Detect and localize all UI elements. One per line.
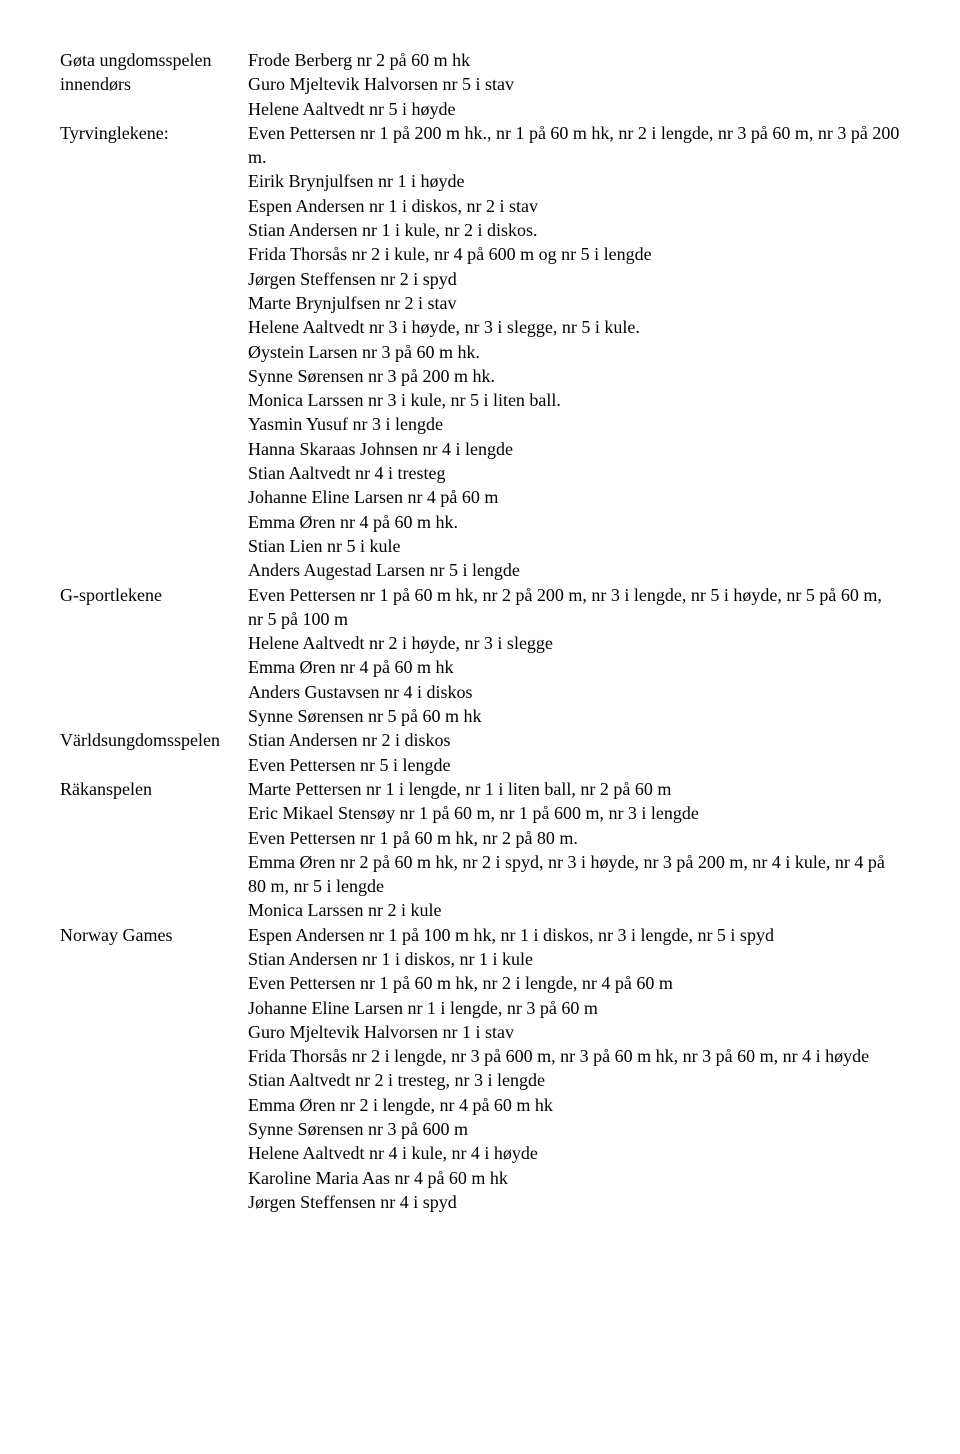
section-row: Norway GamesEspen Andersen nr 1 på 100 m… <box>60 923 900 1215</box>
section-row: Tyrvinglekene:Even Pettersen nr 1 på 200… <box>60 121 900 583</box>
section-label: Räkanspelen <box>60 777 248 801</box>
section-content: Even Pettersen nr 1 på 200 m hk., nr 1 p… <box>248 121 900 583</box>
result-line: Espen Andersen nr 1 i diskos, nr 2 i sta… <box>248 194 900 218</box>
section-label: Norway Games <box>60 923 248 947</box>
section-row: Gøta ungdomsspelen innendørsFrode Berber… <box>60 48 900 121</box>
result-line: Even Pettersen nr 1 på 60 m hk, nr 2 i l… <box>248 971 900 995</box>
result-line: Synne Sørensen nr 3 på 600 m <box>248 1117 900 1141</box>
result-line: Marte Pettersen nr 1 i lengde, nr 1 i li… <box>248 777 900 801</box>
result-line: Yasmin Yusuf nr 3 i lengde <box>248 412 900 436</box>
result-line: Jørgen Steffensen nr 2 i spyd <box>248 267 900 291</box>
section-content: Frode Berberg nr 2 på 60 m hkGuro Mjelte… <box>248 48 900 121</box>
section-row: RäkanspelenMarte Pettersen nr 1 i lengde… <box>60 777 900 923</box>
result-line: Stian Andersen nr 2 i diskos <box>248 728 900 752</box>
result-line: Stian Aaltvedt nr 4 i tresteg <box>248 461 900 485</box>
result-line: Eric Mikael Stensøy nr 1 på 60 m, nr 1 p… <box>248 801 900 825</box>
result-line: Frida Thorsås nr 2 i kule, nr 4 på 600 m… <box>248 242 900 266</box>
section-content: Stian Andersen nr 2 i diskosEven Petters… <box>248 728 900 777</box>
result-line: Jørgen Steffensen nr 4 i spyd <box>248 1190 900 1214</box>
result-line: Anders Augestad Larsen nr 5 i lengde <box>248 558 900 582</box>
result-line: Even Pettersen nr 1 på 200 m hk., nr 1 p… <box>248 121 900 170</box>
section-content: Even Pettersen nr 1 på 60 m hk, nr 2 på … <box>248 583 900 729</box>
result-line: Even Pettersen nr 1 på 60 m hk, nr 2 på … <box>248 583 900 632</box>
result-line: Guro Mjeltevik Halvorsen nr 5 i stav <box>248 72 900 96</box>
result-line: Synne Sørensen nr 3 på 200 m hk. <box>248 364 900 388</box>
result-line: Emma Øren nr 2 på 60 m hk, nr 2 i spyd, … <box>248 850 900 899</box>
result-line: Anders Gustavsen nr 4 i diskos <box>248 680 900 704</box>
result-line: Monica Larssen nr 3 i kule, nr 5 i liten… <box>248 388 900 412</box>
section-label: Gøta ungdomsspelen innendørs <box>60 48 248 97</box>
result-line: Øystein Larsen nr 3 på 60 m hk. <box>248 340 900 364</box>
result-line: Helene Aaltvedt nr 4 i kule, nr 4 i høyd… <box>248 1141 900 1165</box>
section-row: VärldsungdomsspelenStian Andersen nr 2 i… <box>60 728 900 777</box>
result-line: Johanne Eline Larsen nr 1 i lengde, nr 3… <box>248 996 900 1020</box>
result-line: Emma Øren nr 4 på 60 m hk. <box>248 510 900 534</box>
result-line: Karoline Maria Aas nr 4 på 60 m hk <box>248 1166 900 1190</box>
result-line: Stian Lien nr 5 i kule <box>248 534 900 558</box>
result-line: Stian Aaltvedt nr 2 i tresteg, nr 3 i le… <box>248 1068 900 1092</box>
result-line: Helene Aaltvedt nr 2 i høyde, nr 3 i sle… <box>248 631 900 655</box>
result-line: Marte Brynjulfsen nr 2 i stav <box>248 291 900 315</box>
result-line: Helene Aaltvedt nr 3 i høyde, nr 3 i sle… <box>248 315 900 339</box>
result-line: Even Pettersen nr 1 på 60 m hk, nr 2 på … <box>248 826 900 850</box>
section-content: Marte Pettersen nr 1 i lengde, nr 1 i li… <box>248 777 900 923</box>
result-line: Even Pettersen nr 5 i lengde <box>248 753 900 777</box>
section-label: G-sportlekene <box>60 583 248 607</box>
result-line: Espen Andersen nr 1 på 100 m hk, nr 1 i … <box>248 923 900 947</box>
section-row: G-sportlekeneEven Pettersen nr 1 på 60 m… <box>60 583 900 729</box>
result-line: Frida Thorsås nr 2 i lengde, nr 3 på 600… <box>248 1044 900 1068</box>
result-line: Eirik Brynjulfsen nr 1 i høyde <box>248 169 900 193</box>
result-line: Frode Berberg nr 2 på 60 m hk <box>248 48 900 72</box>
section-label: Världsungdomsspelen <box>60 728 248 752</box>
result-line: Emma Øren nr 2 i lengde, nr 4 på 60 m hk <box>248 1093 900 1117</box>
result-line: Monica Larssen nr 2 i kule <box>248 898 900 922</box>
section-label: Tyrvinglekene: <box>60 121 248 145</box>
result-line: Synne Sørensen nr 5 på 60 m hk <box>248 704 900 728</box>
result-line: Emma Øren nr 4 på 60 m hk <box>248 655 900 679</box>
result-line: Guro Mjeltevik Halvorsen nr 1 i stav <box>248 1020 900 1044</box>
result-line: Johanne Eline Larsen nr 4 på 60 m <box>248 485 900 509</box>
result-line: Hanna Skaraas Johnsen nr 4 i lengde <box>248 437 900 461</box>
section-content: Espen Andersen nr 1 på 100 m hk, nr 1 i … <box>248 923 900 1215</box>
result-line: Stian Andersen nr 1 i diskos, nr 1 i kul… <box>248 947 900 971</box>
result-line: Helene Aaltvedt nr 5 i høyde <box>248 97 900 121</box>
result-line: Stian Andersen nr 1 i kule, nr 2 i disko… <box>248 218 900 242</box>
results-document: Gøta ungdomsspelen innendørsFrode Berber… <box>60 48 900 1214</box>
